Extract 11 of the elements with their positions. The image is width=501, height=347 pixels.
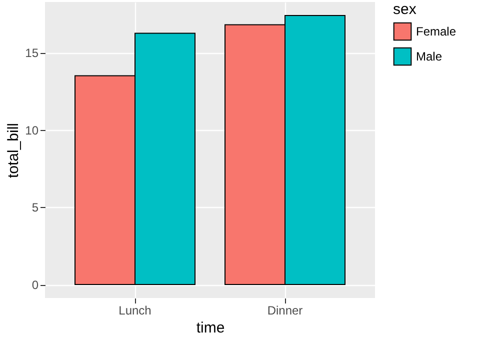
y-tick-label: 15 <box>25 46 39 60</box>
legend-label: Female <box>416 24 456 38</box>
x-tick-label: Dinner <box>267 304 303 318</box>
y-tick-label: 10 <box>25 123 39 138</box>
y-tick-label: 5 <box>32 200 39 215</box>
x-axis-title: time <box>196 320 225 336</box>
y-tick-label: 0 <box>32 278 39 292</box>
legend-title: sex <box>393 1 417 18</box>
legend-label: Male <box>416 50 442 64</box>
y-axis-title: total_bill <box>5 122 22 178</box>
x-tick-label: Lunch <box>118 304 152 318</box>
